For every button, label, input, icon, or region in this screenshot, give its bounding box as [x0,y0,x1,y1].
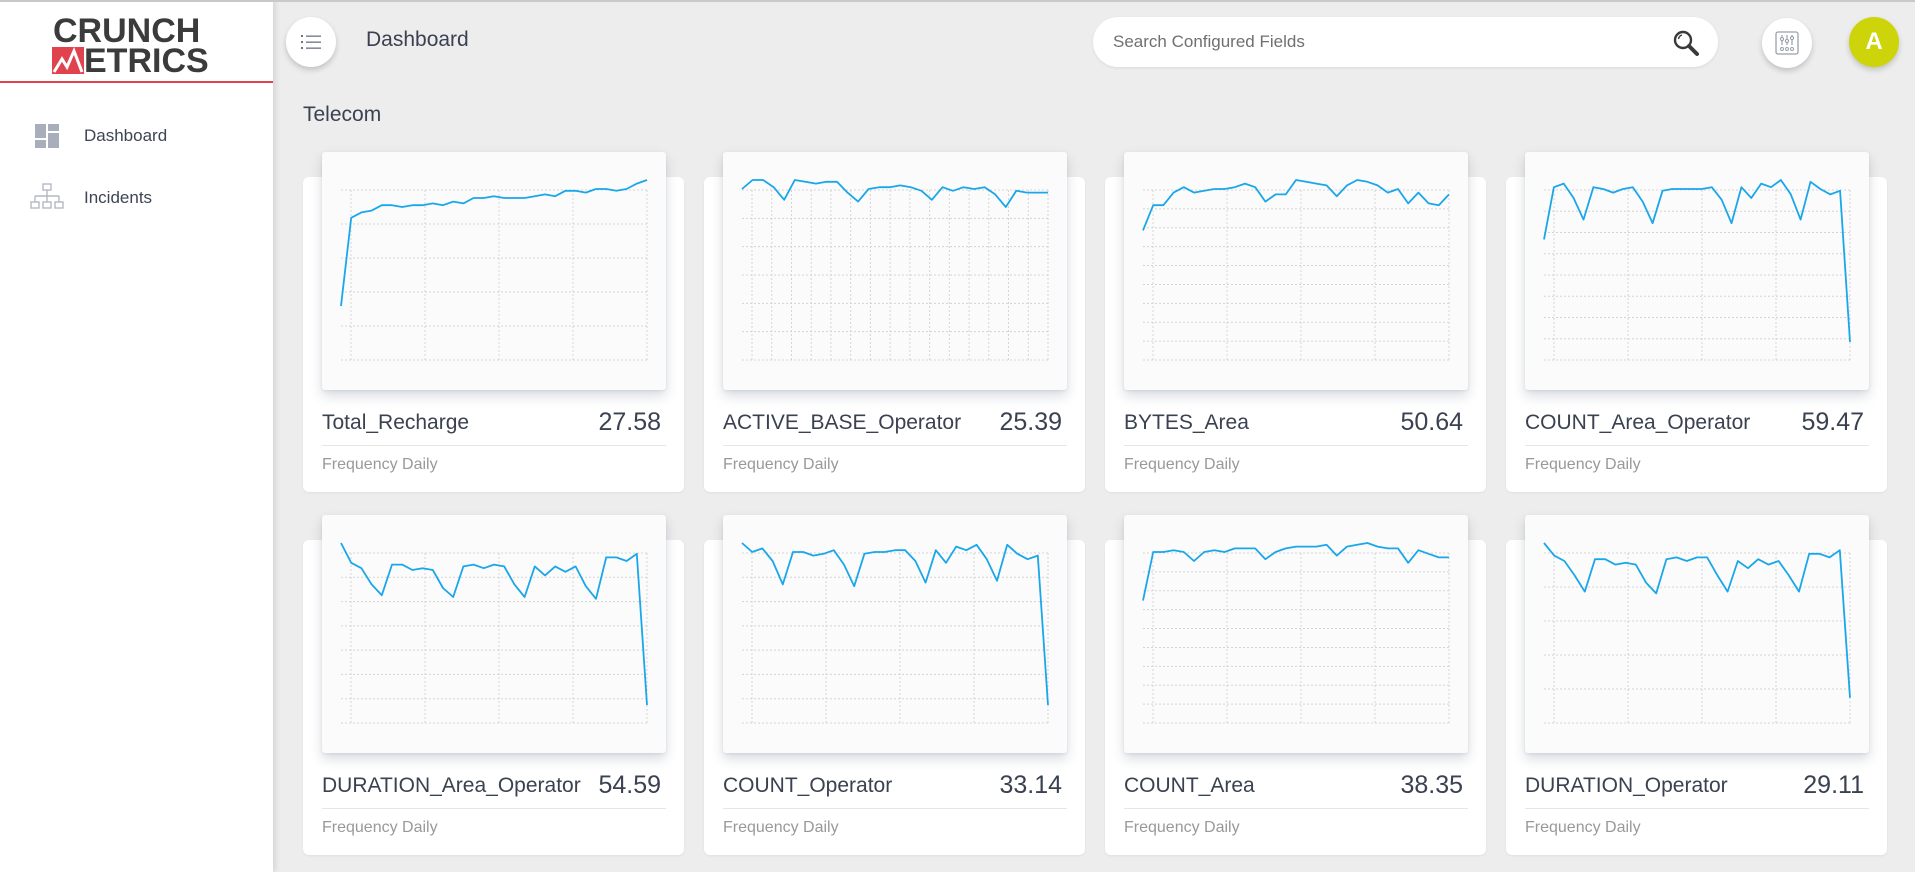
crunchmetrics-logo[interactable]: CRUNCH ETRICS [52,12,220,80]
line-chart-svg [1543,179,1851,361]
metric-trend-line [741,542,1049,706]
sparkline-chart [322,515,666,753]
window-top-border [0,0,1915,2]
metric-name: DURATION_Operator [1525,774,1728,797]
line-chart-svg [340,542,648,724]
metric-value: 54.59 [598,771,661,799]
card-divider [1525,808,1869,809]
card-divider [1124,808,1468,809]
metric-card[interactable]: DURATION_Operator 29.11 Frequency Daily [1506,515,1887,855]
frequency-label: Frequency Daily [1525,456,1641,473]
logo-mark-icon [52,47,84,74]
sparkline-chart [1525,515,1869,753]
sparkline-chart [322,152,666,390]
metric-value: 25.39 [999,408,1062,436]
card-divider [1124,445,1468,446]
frequency-label: Frequency Daily [1525,819,1641,836]
sidebar-item-dashboard[interactable]: Dashboard [0,114,273,158]
metric-card[interactable]: ACTIVE_BASE_Operator 25.39 Frequency Daily [704,152,1085,492]
metric-card[interactable]: COUNT_Operator 33.14 Frequency Daily [704,515,1085,855]
metric-value: 38.35 [1400,771,1463,799]
line-chart-svg [1142,179,1450,361]
metric-card[interactable]: Total_Recharge 27.58 Frequency Daily [303,152,684,492]
metric-name: COUNT_Area [1124,774,1255,797]
metric-trend-line [340,179,648,307]
card-divider [322,808,666,809]
logo-text-bottom: ETRICS [84,42,209,80]
sparkline-chart [723,515,1067,753]
menu-toggle-button[interactable] [286,17,336,67]
user-avatar[interactable]: A [1849,17,1899,67]
metric-trend-line [741,179,1048,208]
frequency-label: Frequency Daily [322,456,438,473]
metric-trend-line [1142,179,1450,231]
frequency-label: Frequency Daily [1124,819,1240,836]
hierarchy-icon [30,183,64,209]
line-chart-svg [340,179,648,361]
card-divider [1525,445,1869,446]
sliders-icon [1775,31,1799,55]
line-chart-svg [741,542,1049,724]
metric-value: 33.14 [999,771,1062,799]
sparkline-chart [1124,515,1468,753]
line-chart-svg [1543,542,1851,724]
page-title: Dashboard [366,28,469,51]
metric-name: COUNT_Operator [723,774,893,797]
frequency-label: Frequency Daily [1124,456,1240,473]
metric-value: 59.47 [1801,408,1864,436]
card-divider [723,808,1067,809]
metric-name: DURATION_Area_Operator [322,774,581,797]
search-bar [1093,17,1718,67]
metric-value: 50.64 [1400,408,1463,436]
metric-card[interactable]: COUNT_Area_Operator 59.47 Frequency Daily [1506,152,1887,492]
metric-card[interactable]: DURATION_Area_Operator 54.59 Frequency Dai… [303,515,684,855]
frequency-label: Frequency Daily [322,819,438,836]
sparkline-chart [723,152,1067,390]
metric-trend-line [1543,179,1851,343]
logo-text-top: CRUNCH [53,12,201,50]
metric-value: 27.58 [598,408,661,436]
sidebar: CRUNCH ETRICS Dashboard Incidents [0,0,273,872]
metric-card[interactable]: COUNT_Area 38.35 Frequency Daily [1105,515,1486,855]
metric-name: ACTIVE_BASE_Operator [723,411,962,434]
dashboard-icon [35,124,59,148]
line-chart-svg [1142,542,1450,724]
metric-card[interactable]: BYTES_Area 50.64 Frequency Daily [1105,152,1486,492]
search-input[interactable] [1113,17,1653,67]
card-divider [322,445,666,446]
list-icon [301,35,321,49]
line-chart-svg [741,179,1049,361]
metric-trend-line [340,542,648,706]
sidebar-item-label: Dashboard [84,126,168,145]
frequency-label: Frequency Daily [723,456,839,473]
search-icon[interactable] [1672,29,1700,57]
sidebar-item-label: Incidents [84,188,153,207]
logo-divider [0,81,273,83]
frequency-label: Frequency Daily [723,819,839,836]
metric-trend-line [1543,542,1851,698]
card-divider [723,445,1067,446]
sidebar-item-incidents[interactable]: Incidents [0,176,273,220]
metric-value: 29.11 [1803,771,1864,799]
section-title: Telecom [303,103,382,126]
metric-name: BYTES_Area [1124,411,1249,434]
metric-name: Total_Recharge [322,411,470,434]
metric-name: COUNT_Area_Operator [1525,411,1751,434]
metric-trend-line [1142,542,1449,601]
sparkline-chart [1124,152,1468,390]
sparkline-chart [1525,152,1869,390]
field-settings-button[interactable] [1762,18,1812,68]
